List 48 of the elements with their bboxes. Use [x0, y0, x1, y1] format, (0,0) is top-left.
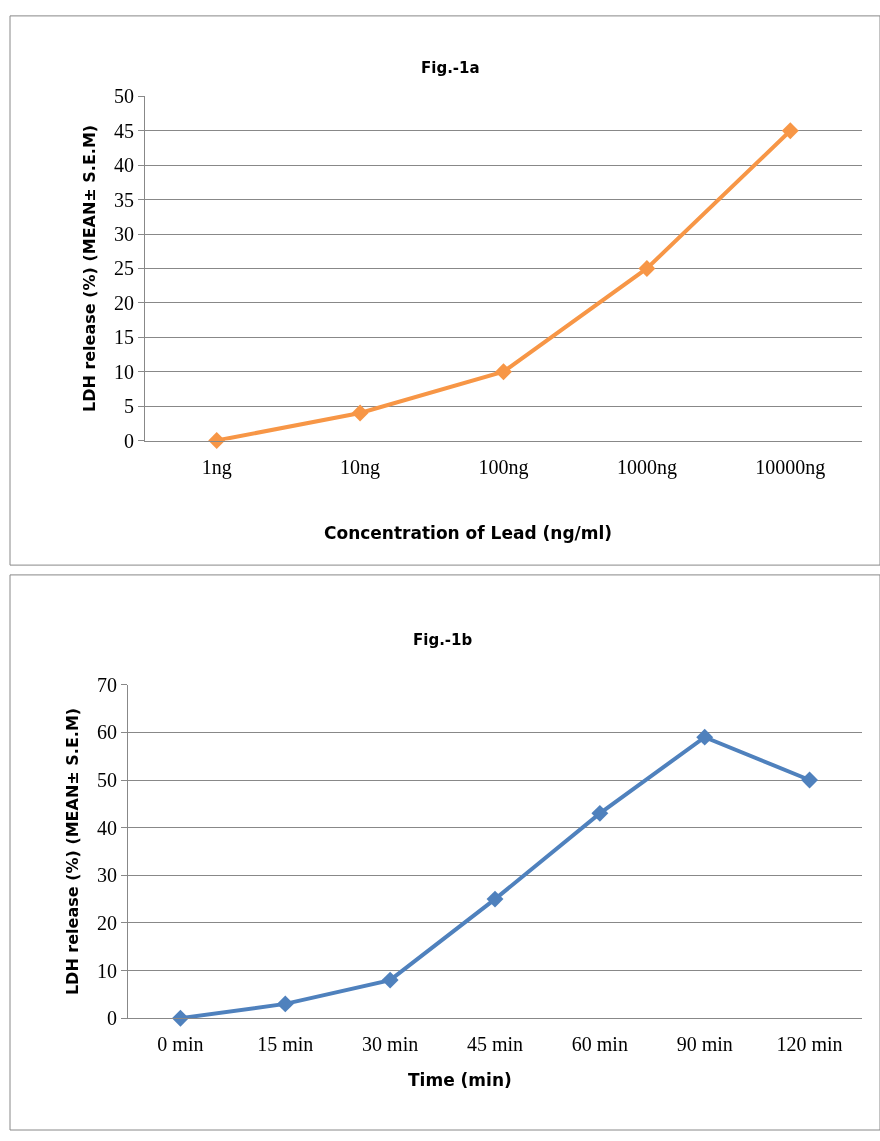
y-tick-label: 0: [124, 429, 134, 452]
x-tick-label: 120 min: [776, 1033, 843, 1056]
y-tick-label: 0: [107, 1007, 117, 1030]
point: [381, 971, 399, 989]
point: [486, 890, 504, 908]
point: [696, 728, 714, 746]
x-tick-label: 45 min: [466, 1033, 524, 1056]
y-tick-label: 15: [114, 326, 134, 349]
y-tick-label: 50: [97, 769, 117, 792]
x-tick-label: 90 min: [676, 1033, 733, 1056]
point: [781, 122, 799, 140]
y-tick-label: 25: [114, 257, 134, 280]
y-tick-label: 5: [124, 395, 134, 418]
x-tick-label: 60 min: [571, 1033, 628, 1056]
x-tick-label: 10ng: [340, 455, 381, 479]
x-tick-label: 10000ng: [755, 455, 826, 479]
y-tick-label: 20: [97, 911, 117, 934]
y-tick-label: 30: [114, 223, 134, 246]
y-tick-label: 10: [97, 959, 117, 982]
y-tick-label: 35: [114, 188, 134, 211]
y-tick-label: 45: [114, 119, 134, 142]
y-tick-label: 70: [97, 673, 117, 696]
y-tick-label: 50: [114, 85, 134, 108]
point: [276, 995, 294, 1013]
y-tick-label: 10: [114, 360, 134, 383]
x-axis-title: Concentration of Lead (ng/ml): [324, 523, 613, 543]
x-tick-label: 0 min: [157, 1033, 204, 1056]
y-axis-title: LDH release (%) (MEAN± S.E.M): [62, 707, 82, 996]
chart-title: Fig.-1b: [413, 631, 473, 649]
y-tick-label: 30: [97, 864, 117, 887]
chart-title: Fig.-1a: [421, 59, 480, 77]
point: [171, 1009, 189, 1027]
x-tick-label: 15 min: [257, 1033, 314, 1056]
x-tick-label: 1000ng: [616, 455, 677, 479]
point: [495, 363, 512, 381]
x-tick-label: 1ng: [201, 455, 232, 479]
point: [351, 404, 369, 422]
y-tick-label: 60: [97, 721, 117, 744]
x-tick-label: 100ng: [478, 455, 529, 479]
y-tick-label: 40: [97, 816, 117, 839]
y-axis-title: LDH release (%) (MEAN± S.E.M): [79, 124, 99, 413]
point: [638, 259, 656, 277]
point: [801, 771, 819, 789]
x-tick-label: 30 min: [362, 1033, 419, 1056]
y-tick-label: 20: [114, 291, 134, 314]
y-tick-label: 40: [114, 154, 134, 177]
point: [591, 804, 609, 822]
x-axis-title: Time (min): [408, 1070, 512, 1090]
